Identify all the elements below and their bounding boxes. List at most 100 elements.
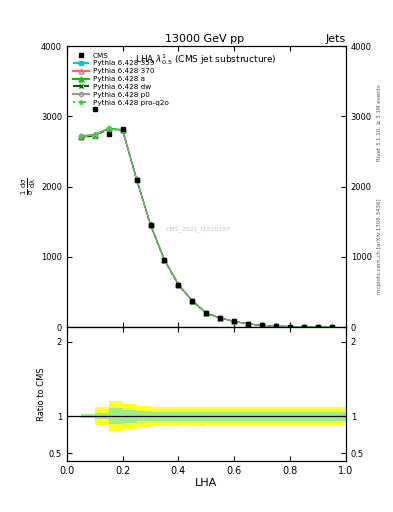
Pythia 6.428 a — [148, 221, 153, 227]
Pythia 6.428 370 — [190, 298, 195, 304]
Pythia 6.428 359 — [176, 282, 181, 288]
Pythia 6.428 359 — [106, 126, 111, 132]
Pythia 6.428 359 — [260, 322, 264, 328]
Pythia 6.428 359 — [316, 324, 320, 330]
Pythia 6.428 pro-q2o — [274, 323, 278, 329]
Pythia 6.428 370 — [302, 324, 307, 330]
Pythia 6.428 p0 — [79, 133, 83, 139]
Pythia 6.428 p0 — [260, 322, 264, 328]
Pythia 6.428 pro-q2o — [190, 298, 195, 304]
Line: Pythia 6.428 a: Pythia 6.428 a — [78, 126, 334, 329]
Pythia 6.428 pro-q2o — [329, 324, 334, 330]
Pythia 6.428 a — [120, 126, 125, 133]
Legend: CMS, Pythia 6.428 359, Pythia 6.428 370, Pythia 6.428 a, Pythia 6.428 dw, Pythia: CMS, Pythia 6.428 359, Pythia 6.428 370,… — [73, 53, 169, 105]
Pythia 6.428 p0 — [316, 324, 320, 330]
Pythia 6.428 359 — [204, 310, 209, 316]
Pythia 6.428 p0 — [302, 324, 307, 330]
Pythia 6.428 370 — [218, 315, 222, 321]
CMS — [302, 324, 307, 330]
Y-axis label: Ratio to CMS: Ratio to CMS — [37, 367, 46, 421]
Pythia 6.428 dw — [204, 310, 209, 316]
Text: Rivet 3.1.10, ≥ 3.1M events: Rivet 3.1.10, ≥ 3.1M events — [377, 84, 382, 161]
CMS — [316, 324, 320, 330]
Pythia 6.428 a — [204, 310, 209, 316]
Pythia 6.428 pro-q2o — [162, 257, 167, 263]
Pythia 6.428 p0 — [232, 318, 237, 325]
CMS — [120, 126, 125, 132]
Text: CMS_2021_I1920187: CMS_2021_I1920187 — [165, 226, 230, 231]
Pythia 6.428 a — [106, 125, 111, 131]
Pythia 6.428 a — [274, 323, 278, 329]
Pythia 6.428 p0 — [274, 323, 278, 329]
Pythia 6.428 pro-q2o — [316, 324, 320, 330]
Line: Pythia 6.428 dw: Pythia 6.428 dw — [78, 126, 334, 329]
Pythia 6.428 370 — [274, 323, 278, 329]
Pythia 6.428 dw — [148, 222, 153, 228]
Pythia 6.428 dw — [120, 127, 125, 134]
CMS — [232, 318, 237, 325]
Pythia 6.428 pro-q2o — [246, 321, 251, 327]
CMS — [246, 321, 251, 327]
Pythia 6.428 dw — [316, 324, 320, 330]
Text: mcplots.cern.ch [arXiv:1306.3436]: mcplots.cern.ch [arXiv:1306.3436] — [377, 198, 382, 293]
CMS — [274, 323, 278, 329]
Pythia 6.428 370 — [288, 324, 292, 330]
Pythia 6.428 a — [190, 297, 195, 304]
Pythia 6.428 370 — [162, 257, 167, 263]
Pythia 6.428 a — [134, 176, 139, 182]
Pythia 6.428 370 — [316, 324, 320, 330]
Pythia 6.428 dw — [302, 324, 307, 330]
CMS — [162, 257, 167, 263]
Pythia 6.428 pro-q2o — [148, 222, 153, 228]
Line: CMS: CMS — [92, 107, 334, 329]
Pythia 6.428 dw — [288, 324, 292, 330]
Pythia 6.428 a — [246, 321, 251, 327]
Pythia 6.428 pro-q2o — [302, 324, 307, 330]
Text: LHA $\lambda^{1}_{0.5}$ (CMS jet substructure): LHA $\lambda^{1}_{0.5}$ (CMS jet substru… — [136, 52, 277, 67]
CMS — [134, 177, 139, 183]
Pythia 6.428 dw — [162, 257, 167, 263]
Text: 13000 GeV pp: 13000 GeV pp — [165, 34, 244, 45]
Pythia 6.428 359 — [162, 257, 167, 263]
Pythia 6.428 370 — [329, 324, 334, 330]
Pythia 6.428 p0 — [120, 127, 125, 133]
Pythia 6.428 a — [329, 324, 334, 330]
Pythia 6.428 dw — [92, 133, 97, 139]
Pythia 6.428 a — [302, 324, 307, 330]
Pythia 6.428 pro-q2o — [120, 127, 125, 133]
Pythia 6.428 pro-q2o — [232, 318, 237, 325]
Pythia 6.428 p0 — [162, 257, 167, 263]
Pythia 6.428 dw — [218, 315, 222, 321]
Pythia 6.428 359 — [148, 222, 153, 228]
CMS — [148, 222, 153, 228]
Pythia 6.428 370 — [204, 310, 209, 316]
Pythia 6.428 p0 — [134, 176, 139, 182]
X-axis label: LHA: LHA — [195, 478, 217, 488]
Pythia 6.428 359 — [92, 133, 97, 139]
Pythia 6.428 pro-q2o — [260, 322, 264, 328]
Pythia 6.428 dw — [134, 177, 139, 183]
Pythia 6.428 370 — [260, 322, 264, 328]
Pythia 6.428 p0 — [246, 321, 251, 327]
Pythia 6.428 dw — [106, 126, 111, 132]
Pythia 6.428 p0 — [176, 282, 181, 288]
Pythia 6.428 pro-q2o — [106, 125, 111, 132]
Pythia 6.428 p0 — [190, 298, 195, 304]
Text: Jets: Jets — [325, 34, 346, 45]
Pythia 6.428 359 — [329, 324, 334, 330]
Pythia 6.428 pro-q2o — [92, 131, 97, 137]
Pythia 6.428 dw — [232, 318, 237, 325]
Line: Pythia 6.428 370: Pythia 6.428 370 — [78, 126, 334, 329]
Pythia 6.428 370 — [176, 282, 181, 288]
Pythia 6.428 a — [176, 282, 181, 288]
Pythia 6.428 pro-q2o — [79, 133, 83, 139]
Pythia 6.428 370 — [134, 176, 139, 182]
Pythia 6.428 359 — [190, 298, 195, 304]
Pythia 6.428 a — [316, 324, 320, 330]
CMS — [106, 131, 111, 137]
Pythia 6.428 370 — [246, 321, 251, 327]
Line: Pythia 6.428 p0: Pythia 6.428 p0 — [79, 127, 334, 329]
Pythia 6.428 p0 — [92, 132, 97, 138]
Pythia 6.428 359 — [120, 127, 125, 134]
Pythia 6.428 dw — [79, 134, 83, 140]
